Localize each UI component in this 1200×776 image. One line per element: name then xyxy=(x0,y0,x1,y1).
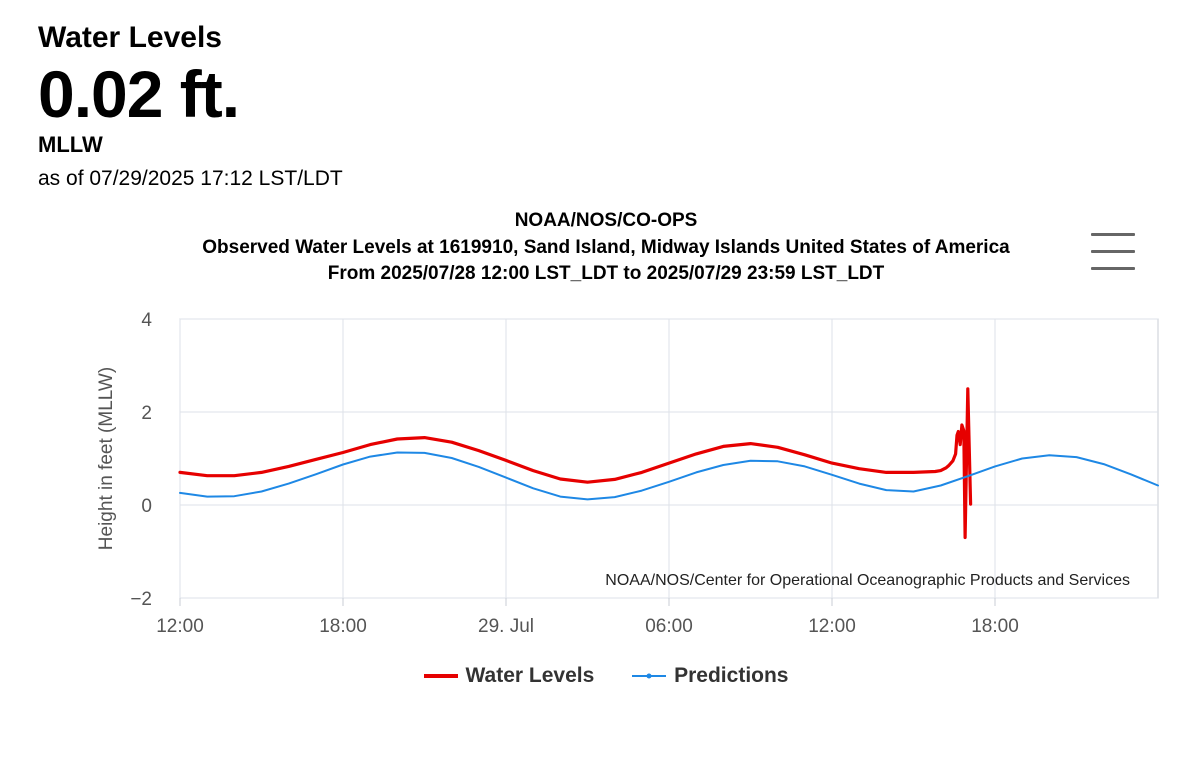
page-title: Water Levels xyxy=(38,21,222,54)
water-levels-line xyxy=(178,387,973,540)
water-level-chart: −2 0 2 4 12:00 18:00 29. Jul 06:00 12:00 18:00 Hei… xyxy=(96,310,1159,637)
legend-water-levels[interactable]: Water Levels xyxy=(421,664,595,688)
datum-label: MLLW xyxy=(38,132,103,157)
y-tick-label: 2 xyxy=(141,403,152,424)
header: Water Levels 0.02 ft. MLLW as of 07/29/2… xyxy=(38,18,343,194)
predictions-line xyxy=(179,451,1159,501)
x-tick-label: 18:00 xyxy=(319,616,367,637)
chart-subtitle-range: From 2025/07/28 12:00 LST_LDT to 2025/07… xyxy=(327,263,885,284)
x-tick-label: 12:00 xyxy=(156,616,204,637)
x-tick-label: 29. Jul xyxy=(478,616,534,637)
x-tick-label: 06:00 xyxy=(645,616,693,637)
y-tick-label: −2 xyxy=(130,589,152,610)
chart-credits: NOAA/NOS/Center for Operational Oceanogr… xyxy=(605,572,1130,589)
chart-title: NOAA/NOS/CO-OPS xyxy=(514,210,698,231)
y-tick-label: 0 xyxy=(141,496,152,517)
predictions-legend-swatch xyxy=(632,673,667,679)
y-axis-label: Height in feet (MLLW) xyxy=(96,367,117,550)
legend-predictions[interactable]: Predictions xyxy=(632,664,789,688)
legend-predictions-label: Predictions xyxy=(674,664,789,687)
current-water-level-value: 0.02 ft. xyxy=(38,57,240,131)
y-tick-label: 4 xyxy=(141,310,152,331)
chart-titles: NOAA/NOS/CO-OPS Observed Water Levels at… xyxy=(0,208,1200,288)
x-tick-label: 18:00 xyxy=(971,616,1019,637)
hamburger-menu-icon[interactable] xyxy=(1088,226,1138,278)
legend-water-levels-label: Water Levels xyxy=(465,664,595,687)
as-of-timestamp: as of 07/29/2025 17:12 LST/LDT xyxy=(38,167,343,190)
water-levels-legend-swatch xyxy=(421,674,460,679)
chart-legend: Water Levels Predictions xyxy=(0,664,1200,688)
chart-subtitle-station: Observed Water Levels at 1619910, Sand I… xyxy=(202,236,1010,258)
x-tick-label: 12:00 xyxy=(808,616,856,637)
